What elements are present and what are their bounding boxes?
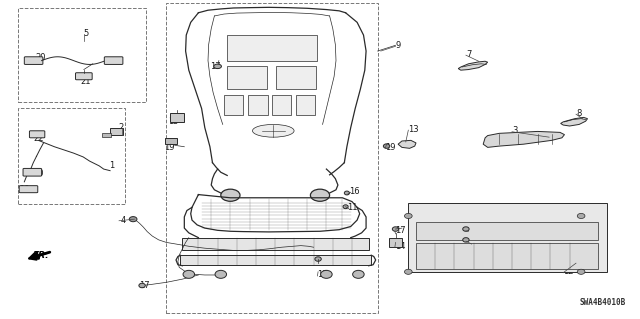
Ellipse shape <box>214 64 221 69</box>
Ellipse shape <box>215 270 227 278</box>
Bar <box>276 66 316 89</box>
Text: 7: 7 <box>466 50 471 59</box>
Ellipse shape <box>344 191 349 195</box>
Bar <box>227 35 317 61</box>
Text: FR.: FR. <box>33 251 50 260</box>
Text: 17: 17 <box>395 226 406 235</box>
Ellipse shape <box>383 144 390 148</box>
Bar <box>166 3 378 313</box>
Ellipse shape <box>252 124 294 137</box>
Bar <box>408 203 607 272</box>
Ellipse shape <box>577 269 585 274</box>
Text: 18: 18 <box>468 226 479 235</box>
Text: 9: 9 <box>396 41 401 50</box>
FancyBboxPatch shape <box>76 73 92 80</box>
Text: 20: 20 <box>35 53 45 62</box>
Ellipse shape <box>221 189 240 201</box>
Bar <box>110 128 123 135</box>
Text: 20: 20 <box>33 169 44 178</box>
Bar <box>170 113 184 122</box>
Bar <box>182 238 369 250</box>
FancyBboxPatch shape <box>19 186 38 193</box>
FancyBboxPatch shape <box>24 57 43 64</box>
Ellipse shape <box>577 213 585 219</box>
Polygon shape <box>483 131 564 147</box>
Ellipse shape <box>183 270 195 278</box>
Ellipse shape <box>310 189 330 201</box>
Text: 17: 17 <box>317 271 328 279</box>
Polygon shape <box>458 61 488 70</box>
Bar <box>272 95 291 115</box>
Text: 18: 18 <box>472 239 483 248</box>
Text: 17: 17 <box>210 62 221 71</box>
Ellipse shape <box>404 213 412 219</box>
Text: 15: 15 <box>168 117 178 126</box>
Text: 4: 4 <box>120 216 125 225</box>
Text: 13: 13 <box>408 125 419 134</box>
Text: 14: 14 <box>395 242 405 251</box>
Bar <box>416 222 598 240</box>
Text: 10: 10 <box>19 185 29 194</box>
Text: 8: 8 <box>576 109 581 118</box>
Text: 11: 11 <box>348 204 358 212</box>
Ellipse shape <box>353 270 364 278</box>
Bar <box>227 66 267 89</box>
Ellipse shape <box>321 270 332 278</box>
Bar <box>180 255 371 265</box>
Ellipse shape <box>315 257 321 261</box>
Text: 19: 19 <box>164 143 174 152</box>
Text: 19: 19 <box>385 143 396 152</box>
Bar <box>416 243 598 269</box>
Text: 17: 17 <box>140 281 150 290</box>
FancyBboxPatch shape <box>104 57 123 64</box>
Text: 3: 3 <box>512 126 517 135</box>
Ellipse shape <box>404 269 412 274</box>
Text: 1: 1 <box>109 161 114 170</box>
Bar <box>102 133 111 137</box>
Bar <box>165 138 177 144</box>
FancyBboxPatch shape <box>23 168 42 176</box>
Bar <box>18 108 125 204</box>
Ellipse shape <box>343 205 348 209</box>
Ellipse shape <box>139 283 145 288</box>
Text: 2: 2 <box>118 123 124 132</box>
Text: 6: 6 <box>316 256 321 264</box>
Bar <box>389 238 402 247</box>
FancyBboxPatch shape <box>29 131 45 138</box>
Ellipse shape <box>463 227 469 231</box>
Text: 16: 16 <box>349 187 360 196</box>
Bar <box>248 95 268 115</box>
Text: 12: 12 <box>563 267 573 276</box>
Bar <box>296 95 315 115</box>
Text: SWA4B4010B: SWA4B4010B <box>580 298 626 307</box>
Polygon shape <box>561 117 588 126</box>
Ellipse shape <box>463 238 469 242</box>
Ellipse shape <box>129 217 137 222</box>
Text: 21: 21 <box>80 77 90 86</box>
Text: 5: 5 <box>83 29 88 38</box>
Polygon shape <box>398 140 416 148</box>
Ellipse shape <box>392 227 399 231</box>
Bar <box>224 95 243 115</box>
Text: 22: 22 <box>33 134 44 143</box>
Bar <box>18 8 146 102</box>
